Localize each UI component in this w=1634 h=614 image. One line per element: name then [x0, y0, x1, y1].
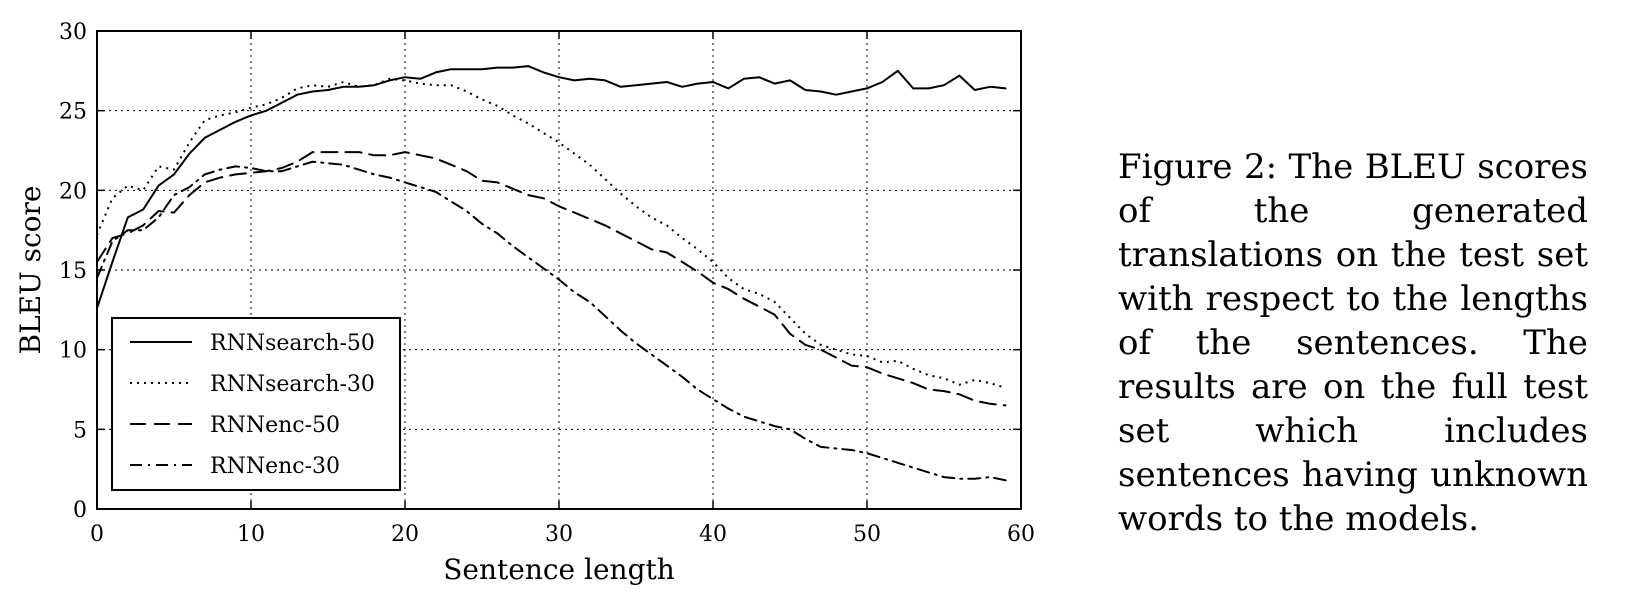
x-tick-label: 40: [699, 522, 727, 547]
x-tick-label: 30: [545, 522, 573, 547]
series-line-rnnenc-30: [96, 160, 1007, 482]
axis-ticks: 0 10 20 30 40 50 60 0 5 10 15 20 25 30: [59, 20, 1035, 547]
legend-label: RNNenc-30: [210, 454, 340, 479]
x-tick-label: 60: [1007, 522, 1035, 547]
x-axis-label: Sentence length: [443, 553, 675, 586]
y-tick-label: 15: [59, 259, 87, 284]
series-lines: [96, 65, 1007, 482]
legend: RNNsearch-50 RNNsearch-30 RNNenc-50 RNNenc-…: [111, 317, 401, 491]
grid: [97, 31, 1021, 509]
series-line-rnnenc-50: [96, 151, 1007, 407]
series-line-rnnsearch-30: [96, 77, 1006, 389]
legend-label: RNNsearch-30: [210, 372, 375, 397]
y-tick-label: 20: [59, 179, 87, 204]
y-tick-label: 10: [59, 339, 87, 364]
y-tick-label: 5: [73, 418, 87, 443]
series-line-rnnsearch-50: [96, 65, 1007, 310]
x-tick-label: 0: [90, 522, 104, 547]
figure-caption: Figure 2: The BLEU scores of the generat…: [1118, 147, 1588, 539]
y-tick-label: 25: [59, 100, 87, 125]
legend-label: RNNenc-50: [210, 413, 340, 438]
x-tick-label: 20: [391, 522, 419, 547]
y-tick-label: 0: [73, 498, 87, 523]
x-tick-label: 10: [237, 522, 265, 547]
y-axis-label: BLEU score: [14, 186, 47, 355]
y-tick-label: 30: [59, 20, 87, 45]
legend-label: RNNsearch-50: [210, 331, 375, 356]
legend-box: [111, 317, 401, 491]
x-tick-label: 50: [853, 522, 881, 547]
